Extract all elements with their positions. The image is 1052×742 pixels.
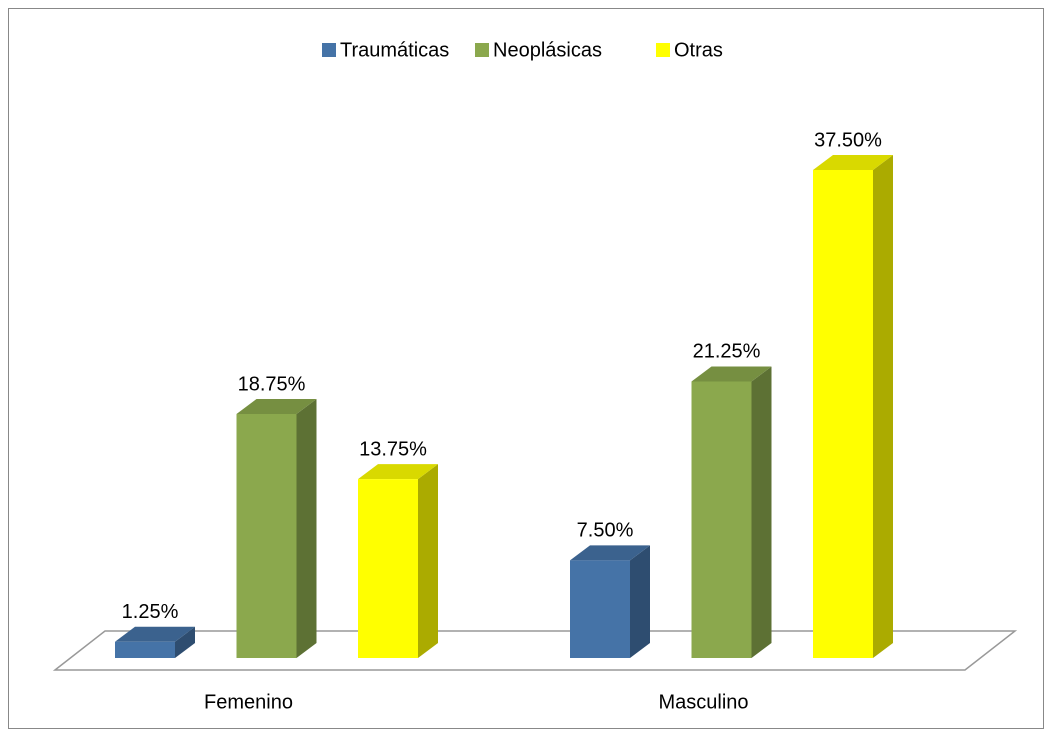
data-label: 18.75% (238, 373, 306, 395)
bar-face (630, 545, 650, 658)
bar-face (115, 626, 195, 642)
data-label: 21.25% (693, 341, 761, 363)
bar (115, 626, 195, 658)
bar (813, 155, 893, 658)
bar (691, 366, 772, 658)
data-label: 13.75% (359, 438, 427, 460)
bar-face (751, 366, 772, 658)
bar-face (236, 399, 317, 414)
x-tick-label: Femenino (204, 691, 293, 713)
bar-face (813, 170, 873, 658)
bar (358, 464, 438, 658)
bar-face (296, 399, 317, 658)
bar-face (358, 464, 438, 480)
bar-face (358, 479, 418, 658)
bar (236, 399, 317, 658)
bar-face (115, 641, 175, 658)
bar-face (691, 366, 772, 382)
x-tick-label: Masculino (658, 691, 748, 713)
data-label: 7.50% (577, 520, 634, 542)
legend-swatch (656, 43, 670, 57)
bar-face (418, 464, 438, 658)
data-label: 1.25% (122, 601, 179, 623)
bar-face (873, 155, 893, 658)
bar-face (570, 545, 650, 561)
bar-face (570, 560, 630, 658)
legend-label: Neoplásicas (493, 39, 602, 61)
bar-face (236, 414, 297, 658)
data-label: 37.50% (814, 129, 882, 151)
legend-label: Traumáticas (340, 39, 449, 61)
legend-swatch (322, 43, 336, 57)
bar-face (175, 626, 195, 658)
legend-label: Otras (674, 39, 723, 61)
bar (570, 545, 650, 658)
legend-swatch (475, 43, 489, 57)
bar-face (691, 381, 752, 658)
bar-face (813, 155, 893, 170)
